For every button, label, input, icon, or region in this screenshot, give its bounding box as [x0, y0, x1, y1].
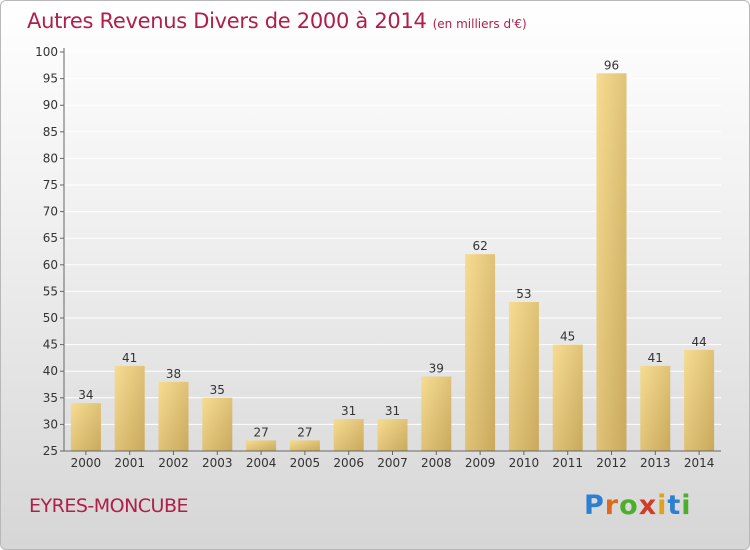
value-label: 96	[604, 58, 619, 72]
value-label: 44	[691, 335, 706, 349]
value-label: 41	[122, 351, 137, 365]
y-tick-label: 45	[43, 338, 58, 352]
value-label: 38	[166, 367, 181, 381]
axes: 25 30 35 40 45 50 55 60 65 70 75 80 85 90 95 100 2000 200…	[35, 45, 721, 470]
bar-2003	[202, 397, 233, 451]
value-label: 41	[648, 351, 663, 365]
y-tick-label: 60	[43, 258, 58, 272]
y-tick-label: 75	[43, 178, 58, 192]
x-tick-label: 2011	[552, 456, 583, 470]
value-label: 45	[560, 330, 575, 344]
x-tick-label: 2008	[421, 456, 452, 470]
value-label: 62	[472, 239, 487, 253]
y-tick-label: 50	[43, 311, 58, 325]
logo-letter: t	[667, 490, 682, 521]
bars: 34 41 38 35 27 27 31 31 39 62 53 45 96 41 44	[70, 58, 715, 451]
bar-2011	[552, 344, 583, 451]
y-tick-label: 70	[43, 205, 58, 219]
bar-2009	[465, 254, 496, 451]
value-label: 39	[429, 362, 444, 376]
x-tick-label: 2012	[596, 456, 627, 470]
bar-2006	[333, 419, 364, 451]
logo-letter: o	[619, 490, 639, 521]
bar-2014	[684, 349, 715, 451]
logo-letter: i	[681, 490, 692, 521]
x-tick-label: 2007	[377, 456, 408, 470]
value-label: 27	[253, 425, 268, 439]
y-tick-label: 40	[43, 364, 58, 378]
proxiti-logo[interactable]: Proxiti	[584, 490, 692, 521]
y-tick-label: 25	[43, 444, 58, 458]
x-tick-label: 2009	[465, 456, 496, 470]
x-tick-label: 2000	[71, 456, 102, 470]
x-tick-label: 2014	[684, 456, 715, 470]
x-tick-label: 2003	[202, 456, 233, 470]
value-label: 34	[78, 388, 93, 402]
x-tick-label: 2002	[158, 456, 189, 470]
bar-2007	[377, 419, 408, 451]
value-label: 31	[341, 404, 356, 418]
chart-subtitle: (en milliers d'€)	[432, 17, 527, 31]
bar-2004	[246, 440, 277, 451]
y-tick-label: 90	[43, 98, 58, 112]
bar-2013	[640, 365, 671, 451]
value-label: 27	[297, 425, 312, 439]
chart-title: Autres Revenus Divers de 2000 à 2014 (en …	[27, 9, 527, 33]
y-tick-label: 35	[43, 391, 58, 405]
x-tick-label: 2004	[246, 456, 277, 470]
bar-2010	[508, 302, 539, 451]
chart-title-text: Autres Revenus Divers de 2000 à 2014	[27, 9, 427, 33]
bar-2001	[114, 365, 145, 451]
bar-2012	[596, 73, 627, 451]
logo-letter: r	[604, 490, 620, 521]
bar-2008	[421, 376, 452, 451]
y-tick-label: 55	[43, 284, 58, 298]
y-tick-label: 80	[43, 151, 58, 165]
value-label: 35	[210, 383, 225, 397]
x-tick-label: 2005	[290, 456, 321, 470]
value-label: 31	[385, 404, 400, 418]
x-tick-label: 2006	[333, 456, 364, 470]
x-tick-label: 2001	[114, 456, 145, 470]
y-tick-label: 65	[43, 231, 58, 245]
logo-letter: i	[657, 490, 668, 521]
commune-name: EYRES-MONCUBE	[29, 495, 189, 517]
bar-2000	[70, 403, 101, 451]
value-label: 53	[516, 287, 531, 301]
bar-2002	[158, 381, 189, 451]
y-tick-label: 100	[35, 45, 58, 59]
y-tick-label: 95	[43, 72, 58, 86]
x-tick-label: 2013	[640, 456, 671, 470]
y-tick-label: 30	[43, 417, 58, 431]
logo-letter: P	[584, 490, 605, 521]
y-tick-label: 85	[43, 125, 58, 139]
logo-letter: x	[638, 490, 658, 521]
x-tick-label: 2010	[509, 456, 540, 470]
bar-2005	[289, 440, 320, 451]
